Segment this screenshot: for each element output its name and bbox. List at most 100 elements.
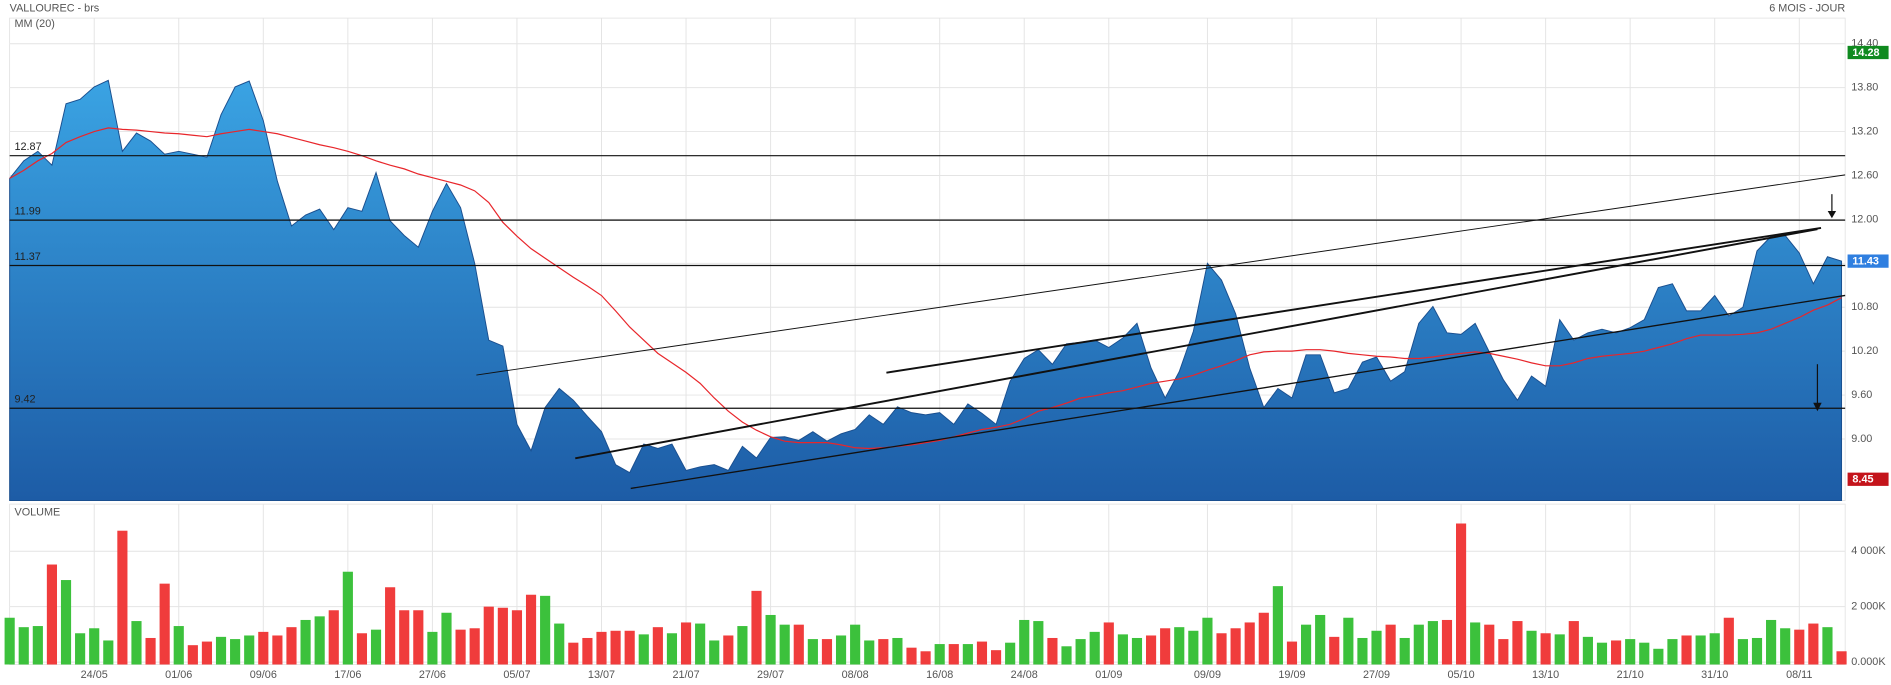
volume-bar <box>666 633 678 665</box>
volume-bar <box>1484 624 1495 665</box>
volume-bar <box>892 637 903 665</box>
y-tick-label: 13.20 <box>1851 125 1878 137</box>
legend-entry: MM (20) <box>14 18 54 30</box>
volume-bar <box>948 644 959 665</box>
volume-bar <box>272 635 283 665</box>
y-tick-label: 2 000K <box>1851 601 1886 613</box>
volume-bar <box>835 635 847 665</box>
x-tick-label: 05/10 <box>1448 669 1475 681</box>
volume-bar <box>1794 629 1805 665</box>
volume-bar <box>765 614 776 665</box>
y-tick-label: 9.00 <box>1851 433 1872 445</box>
level-label: 12.87 <box>14 141 41 153</box>
volume-bar <box>1343 617 1354 665</box>
x-tick-label: 08/08 <box>842 669 869 681</box>
trend-line <box>476 174 1846 376</box>
volume-bar <box>1160 628 1171 665</box>
volume-bar <box>1005 642 1016 665</box>
volume-bar <box>117 530 128 665</box>
volume-bar <box>850 624 861 665</box>
labels: 24/05 01/06 09/06 17/06 27/06 05/07 13/07 21/07… <box>14 38 1889 681</box>
x-tick-label: 29/07 <box>757 669 784 681</box>
price-badge <box>1847 254 1889 268</box>
price-chart <box>9 79 1846 501</box>
volume-bar <box>427 631 438 665</box>
x-tick-label: 24/08 <box>1011 669 1038 681</box>
volume-bar <box>990 650 1002 665</box>
x-tick-label: 01/06 <box>165 669 192 681</box>
y-tick-label: 10.20 <box>1851 345 1878 357</box>
price-badge-label: 14.28 <box>1852 47 1879 59</box>
volume-bar <box>103 640 114 665</box>
volume-bar <box>1582 636 1593 665</box>
volume-bar <box>1681 635 1692 665</box>
volume-bar <box>1596 642 1608 665</box>
volume-bar <box>652 627 663 665</box>
y-tick-label: 0.000K <box>1851 656 1886 668</box>
volume-bar <box>596 631 607 665</box>
price-badge-label: 11.43 <box>1852 256 1879 268</box>
volume-bar <box>1329 636 1340 665</box>
y-tick-label: 13.80 <box>1851 81 1878 93</box>
volume-bar <box>258 631 269 665</box>
volume-bar <box>695 623 706 665</box>
volume-bar <box>723 635 734 665</box>
volume-bar <box>807 639 818 665</box>
volume-bar <box>1737 639 1748 665</box>
chart-title: VALLOUREC - brs <box>10 2 100 14</box>
volume-bar <box>497 607 508 665</box>
x-tick-label: 16/08 <box>926 669 953 681</box>
volume-bar <box>1371 630 1382 665</box>
volume-bar <box>244 635 255 665</box>
price-badge-label: 8.45 <box>1852 474 1873 486</box>
volume-bar <box>751 590 762 665</box>
volume-bar <box>511 610 523 665</box>
y-tick-label: 12.00 <box>1851 213 1878 225</box>
volume-bar <box>1653 648 1664 665</box>
volume-bar <box>1667 639 1678 665</box>
volume-bar <box>1399 637 1410 665</box>
volume-bar <box>4 617 15 665</box>
volume-bar <box>793 624 804 665</box>
volume-bar <box>638 634 649 665</box>
volume-bar <box>878 639 889 665</box>
volume-bar <box>1498 639 1509 665</box>
volume-bar <box>1723 617 1734 665</box>
volume-bar <box>1033 621 1044 665</box>
volume-bar <box>540 595 551 665</box>
volume-bar <box>399 610 410 665</box>
volume-bar <box>1272 586 1283 665</box>
y-tick-label: 10.80 <box>1851 301 1878 313</box>
arrow-head <box>1813 402 1822 412</box>
trend-line <box>630 294 1846 490</box>
volume-bar <box>680 622 692 665</box>
volume-bar <box>1526 630 1537 665</box>
volume-bar <box>1822 627 1833 665</box>
volume-bar <box>1836 651 1847 665</box>
volume-bar <box>60 580 72 665</box>
volume-bar <box>145 637 156 665</box>
x-tick-label: 21/10 <box>1617 669 1644 681</box>
volume-bar <box>976 641 988 665</box>
volume-bar <box>1611 640 1622 665</box>
volume-bar <box>1639 642 1650 665</box>
volume-bar <box>1709 633 1720 665</box>
volume-bar <box>75 633 86 665</box>
volume-bar <box>1216 633 1227 665</box>
volume-bar <box>920 651 931 665</box>
x-tick-label: 24/05 <box>81 669 108 681</box>
volume-bar <box>1808 623 1819 665</box>
x-tick-label: 13/07 <box>588 669 615 681</box>
x-tick-label: 13/10 <box>1532 669 1559 681</box>
volume-bar <box>230 639 241 665</box>
period-label: 6 MOIS - JOUR <box>1769 2 1845 14</box>
volume-bar <box>582 637 593 665</box>
volume-bar <box>1441 619 1453 665</box>
volume-title: VOLUME <box>14 506 60 518</box>
volume-bar <box>18 627 29 665</box>
x-tick-label: 17/06 <box>334 669 361 681</box>
x-tick-label: 27/09 <box>1363 669 1390 681</box>
volume-bar <box>1019 619 1030 665</box>
